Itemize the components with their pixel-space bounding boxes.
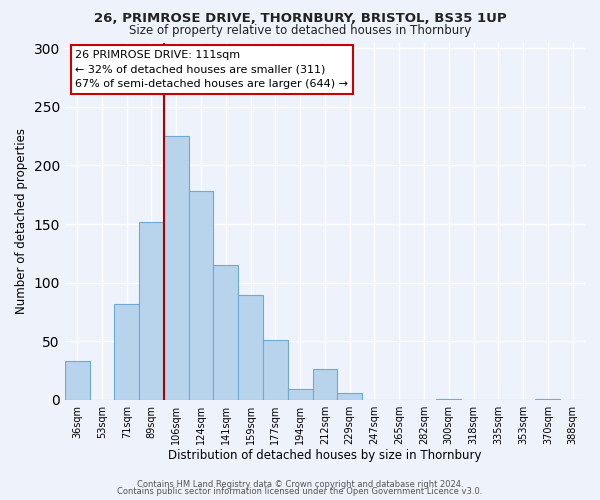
Bar: [188, 191, 214, 400]
Text: 26, PRIMROSE DRIVE, THORNBURY, BRISTOL, BS35 1UP: 26, PRIMROSE DRIVE, THORNBURY, BRISTOL, …: [94, 12, 506, 26]
Bar: [115, 304, 139, 400]
Bar: [535, 398, 560, 400]
Bar: [65, 361, 89, 400]
Bar: [139, 222, 164, 400]
Bar: [313, 370, 337, 400]
Y-axis label: Number of detached properties: Number of detached properties: [15, 128, 28, 314]
Text: Size of property relative to detached houses in Thornbury: Size of property relative to detached ho…: [129, 24, 471, 37]
Bar: [164, 136, 188, 400]
Bar: [436, 398, 461, 400]
Bar: [238, 296, 263, 400]
X-axis label: Distribution of detached houses by size in Thornbury: Distribution of detached houses by size …: [168, 450, 482, 462]
Bar: [288, 389, 313, 400]
Bar: [337, 392, 362, 400]
Bar: [214, 265, 238, 400]
Text: Contains public sector information licensed under the Open Government Licence v3: Contains public sector information licen…: [118, 487, 482, 496]
Text: 26 PRIMROSE DRIVE: 111sqm
← 32% of detached houses are smaller (311)
67% of semi: 26 PRIMROSE DRIVE: 111sqm ← 32% of detac…: [75, 50, 348, 89]
Bar: [263, 340, 288, 400]
Text: Contains HM Land Registry data © Crown copyright and database right 2024.: Contains HM Land Registry data © Crown c…: [137, 480, 463, 489]
